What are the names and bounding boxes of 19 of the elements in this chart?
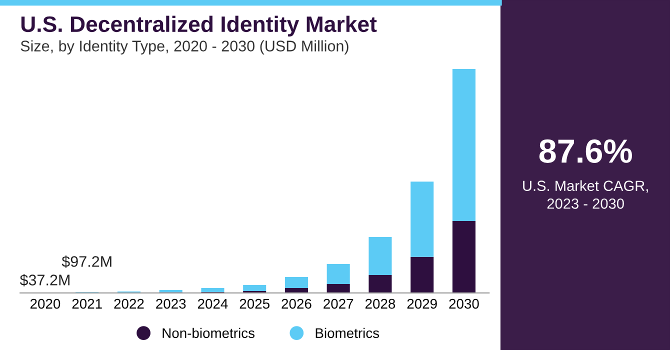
- chart-subtitle: Size, by Identity Type, 2020 - 2030 (USD Million): [20, 40, 348, 54]
- x-tick-label: 2026: [282, 298, 312, 309]
- x-tick-label: 2027: [324, 298, 354, 309]
- legend-label: Biometrics: [316, 328, 380, 338]
- text: 87.6%: [539, 139, 632, 163]
- x-tick-label: 2028: [365, 298, 396, 309]
- x-tick-label: 2024: [198, 298, 228, 309]
- x-tick-label: 2020: [30, 298, 60, 309]
- chart-title: U.S. Decentralized Identity Market: [21, 16, 377, 36]
- text: U.S. Market CAGR, 2023 - 2030: [523, 180, 648, 209]
- x-tick-label: 2022: [114, 298, 144, 309]
- x-tick-label: 2029: [407, 298, 437, 309]
- annotation: $37.2M: [20, 274, 70, 286]
- x-tick-label: 2023: [156, 298, 186, 309]
- legend-label: Non-biometrics: [162, 328, 254, 338]
- x-tick-label: 2025: [240, 298, 270, 309]
- annotation: $97.2M: [62, 255, 112, 268]
- x-tick-label: 2030: [449, 298, 479, 309]
- x-tick-label: 2021: [72, 298, 102, 309]
